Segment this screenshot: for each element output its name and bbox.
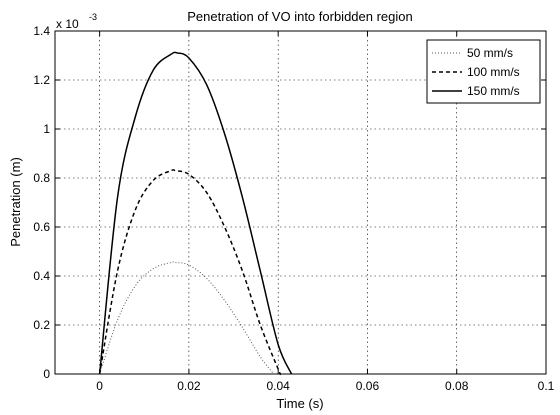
x-tick-label: 0 (96, 379, 103, 393)
x-axis-label: Time (s) (276, 396, 323, 411)
legend-label-3: 150 mm/s (467, 84, 520, 98)
y-tick-label: 1.2 (33, 73, 50, 87)
series-line-3 (98, 51, 293, 375)
y-tick-label: 0 (43, 367, 50, 381)
y-exponent: -3 (89, 12, 97, 22)
series-line-2 (98, 169, 282, 376)
x-tick-label: 0.1 (538, 379, 555, 393)
y-tick-label: 0.2 (33, 318, 50, 332)
tick-marks (55, 30, 547, 375)
y-tick-label: 0.8 (33, 171, 50, 185)
y-tick-label: 0.6 (33, 220, 50, 234)
x-tick-label: 0.02 (177, 379, 201, 393)
legend: 50 mm/s 100 mm/s 150 mm/s (426, 39, 541, 104)
y-axis-label: Penetration (m) (8, 157, 23, 247)
x-tick-label: 0.06 (356, 379, 380, 393)
chart-title: Penetration of VO into forbidden region (187, 9, 412, 24)
y-tick-labels: 0 0.2 0.4 0.6 0.8 1 1.2 1.4 (33, 24, 50, 381)
series-line-1 (99, 261, 275, 375)
plot-frame (54, 30, 547, 375)
legend-label-1: 50 mm/s (467, 46, 513, 60)
x-tick-labels: 0 0.02 0.04 0.06 0.08 0.1 (96, 379, 554, 393)
legend-box (426, 39, 541, 104)
legend-label-2: 100 mm/s (467, 65, 520, 79)
y-multiplier: x 10 (56, 17, 79, 31)
x-tick-label: 0.08 (445, 379, 469, 393)
y-tick-label: 1.4 (33, 24, 50, 38)
x-tick-label: 0.04 (267, 379, 291, 393)
series-lines (98, 51, 293, 376)
y-tick-label: 1 (43, 122, 50, 136)
y-tick-label: 0.4 (33, 269, 50, 283)
